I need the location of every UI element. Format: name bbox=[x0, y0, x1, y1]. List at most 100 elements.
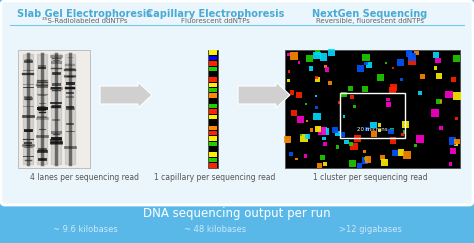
Bar bbox=[315, 95, 318, 97]
Bar bbox=[336, 131, 340, 136]
Bar bbox=[455, 139, 459, 144]
Text: DNA sequencing output per run: DNA sequencing output per run bbox=[143, 207, 331, 219]
Text: ³⁵S-Radiolabeled ddNTPs: ³⁵S-Radiolabeled ddNTPs bbox=[42, 18, 128, 24]
Bar bbox=[290, 52, 298, 60]
Text: Slab Gel Electrophoresis: Slab Gel Electrophoresis bbox=[18, 9, 153, 19]
Bar bbox=[365, 156, 371, 163]
Bar bbox=[340, 93, 405, 138]
Bar bbox=[371, 131, 377, 137]
Bar bbox=[385, 62, 387, 64]
Bar bbox=[365, 127, 369, 131]
Bar bbox=[325, 67, 329, 72]
Bar bbox=[209, 83, 217, 87]
Bar bbox=[362, 157, 368, 164]
Bar bbox=[324, 65, 327, 68]
Bar bbox=[345, 140, 348, 144]
Bar bbox=[209, 88, 217, 92]
Bar bbox=[289, 152, 293, 156]
Bar bbox=[446, 91, 453, 98]
Bar bbox=[209, 126, 217, 130]
Bar bbox=[322, 137, 326, 140]
Bar bbox=[453, 92, 461, 100]
Bar bbox=[350, 95, 354, 99]
Bar bbox=[400, 78, 403, 81]
Bar bbox=[439, 100, 442, 103]
Text: NextGen Sequencing: NextGen Sequencing bbox=[312, 9, 428, 19]
FancyArrow shape bbox=[238, 82, 290, 108]
Bar bbox=[448, 137, 456, 145]
Bar bbox=[449, 162, 452, 165]
Bar bbox=[451, 77, 456, 82]
Bar bbox=[315, 77, 320, 82]
Bar bbox=[318, 127, 326, 135]
Bar bbox=[323, 162, 327, 166]
Bar bbox=[357, 65, 364, 72]
Bar bbox=[403, 151, 411, 159]
Bar bbox=[337, 101, 341, 104]
Bar bbox=[295, 157, 298, 160]
Bar bbox=[320, 155, 325, 160]
Bar bbox=[439, 126, 443, 130]
Bar bbox=[365, 61, 368, 65]
Text: ~ 9.6 kilobases: ~ 9.6 kilobases bbox=[53, 225, 118, 234]
Bar bbox=[209, 93, 217, 98]
Bar bbox=[408, 57, 416, 64]
Bar bbox=[18, 50, 90, 168]
Bar bbox=[402, 121, 410, 128]
Bar bbox=[416, 135, 424, 143]
Bar bbox=[408, 53, 416, 61]
Bar bbox=[306, 55, 313, 62]
Bar bbox=[315, 126, 321, 132]
Bar bbox=[209, 56, 217, 60]
Bar bbox=[304, 154, 307, 157]
Bar bbox=[209, 158, 217, 162]
Bar bbox=[315, 76, 318, 79]
Bar bbox=[285, 138, 290, 143]
Bar bbox=[436, 73, 441, 79]
Bar bbox=[350, 143, 358, 150]
Bar bbox=[386, 98, 390, 101]
Bar bbox=[434, 66, 438, 70]
Bar bbox=[450, 148, 456, 154]
Text: 1 capillary per sequencing read: 1 capillary per sequencing read bbox=[155, 174, 276, 182]
Bar bbox=[413, 144, 417, 147]
Bar bbox=[436, 99, 442, 104]
Bar bbox=[209, 152, 217, 157]
Bar bbox=[287, 53, 290, 56]
Bar bbox=[420, 74, 425, 79]
Text: 1 cluster per sequencing read: 1 cluster per sequencing read bbox=[313, 174, 428, 182]
Bar bbox=[209, 115, 217, 119]
Bar bbox=[315, 106, 318, 109]
Bar bbox=[209, 67, 217, 71]
Bar bbox=[288, 70, 290, 72]
Bar bbox=[290, 90, 294, 95]
Bar bbox=[283, 136, 291, 143]
Bar bbox=[292, 110, 297, 116]
Bar bbox=[305, 134, 310, 139]
Bar bbox=[378, 123, 382, 127]
Bar bbox=[209, 104, 217, 109]
Text: Fluorescent ddNTPs: Fluorescent ddNTPs bbox=[181, 18, 249, 24]
Bar bbox=[388, 129, 393, 134]
Bar bbox=[349, 142, 353, 146]
Bar bbox=[300, 134, 302, 136]
Bar bbox=[297, 116, 304, 123]
Bar bbox=[287, 79, 290, 82]
Bar bbox=[315, 50, 320, 55]
Bar bbox=[209, 131, 217, 135]
Bar bbox=[209, 51, 217, 55]
Bar bbox=[389, 87, 396, 94]
Bar bbox=[397, 59, 404, 66]
Bar bbox=[320, 53, 328, 61]
Bar bbox=[209, 61, 217, 66]
FancyArrow shape bbox=[100, 82, 152, 108]
Bar bbox=[414, 51, 419, 55]
Bar bbox=[377, 74, 383, 81]
Text: ~ 48 kilobases: ~ 48 kilobases bbox=[184, 225, 246, 234]
Bar bbox=[343, 115, 345, 118]
Bar bbox=[398, 149, 404, 156]
Bar bbox=[401, 133, 404, 136]
Bar bbox=[453, 55, 460, 61]
Bar bbox=[378, 129, 381, 132]
Bar bbox=[435, 58, 441, 63]
